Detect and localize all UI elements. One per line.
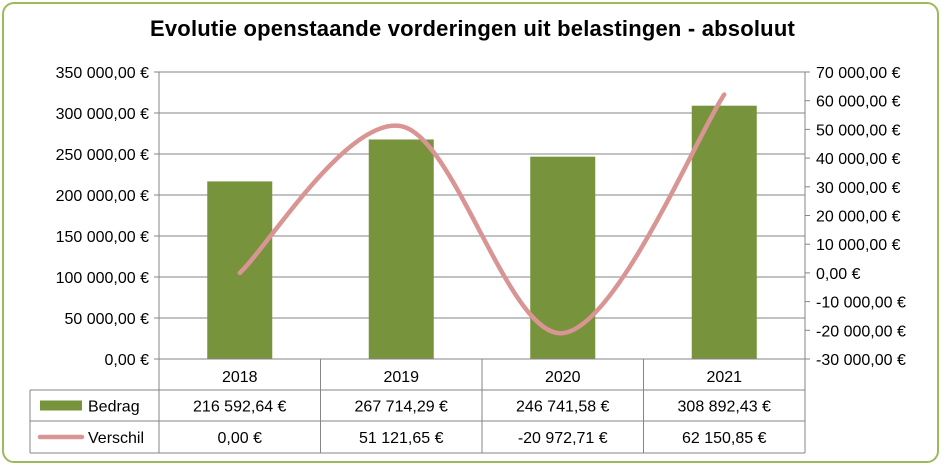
left-tick-label: 50 000,00 € <box>64 311 149 328</box>
table-value: 246 741,58 € <box>516 399 610 416</box>
right-tick-label: 40 000,00 € <box>816 151 901 168</box>
left-tick-label: 200 000,00 € <box>56 188 150 205</box>
right-tick-label: 20 000,00 € <box>816 209 901 226</box>
axes <box>154 71 810 360</box>
chart-frame <box>2 2 939 463</box>
left-tick-label: 0,00 € <box>105 352 150 369</box>
bar <box>530 156 596 359</box>
bar-series <box>207 105 757 359</box>
category-label: 2021 <box>706 369 742 386</box>
verschil-line <box>237 92 727 336</box>
category-label: 2018 <box>222 369 258 386</box>
chart-title: Evolutie openstaande vorderingen uit bel… <box>150 16 795 41</box>
right-tick-label: 70 000,00 € <box>816 65 901 82</box>
line-series <box>237 92 727 336</box>
left-tick-label: 250 000,00 € <box>56 147 150 164</box>
bar <box>691 105 757 359</box>
left-tick-label: 150 000,00 € <box>56 229 150 246</box>
right-tick-label: 10 000,00 € <box>816 237 901 254</box>
table-value: 267 714,29 € <box>355 399 449 416</box>
table-value: -20 972,71 € <box>518 430 608 447</box>
legend-label-bedrag: Bedrag <box>88 399 140 416</box>
category-label: 2020 <box>545 369 581 386</box>
left-tick-label: 300 000,00 € <box>56 106 150 123</box>
table-value: 216 592,64 € <box>193 399 287 416</box>
right-axis-ticks: -30 000,00 € -20 000,00 € -10 000,00 € 0,00… <box>816 65 906 369</box>
right-tick-label: 30 000,00 € <box>816 180 901 197</box>
right-tick-label: 60 000,00 € <box>816 94 901 111</box>
legend-label-verschil: Verschil <box>88 430 144 447</box>
table-value: 308 892,43 € <box>678 399 772 416</box>
legend-key-bedrag <box>40 400 82 411</box>
category-label: 2019 <box>383 369 419 386</box>
bar <box>368 139 434 359</box>
left-tick-label: 100 000,00 € <box>56 270 150 287</box>
right-tick-label: 0,00 € <box>816 266 861 283</box>
right-tick-label: 50 000,00 € <box>816 122 901 139</box>
right-tick-label: -20 000,00 € <box>816 323 906 340</box>
data-table: 2018 2019 2020 2021 Bedrag Verschil 216 592,64… <box>29 358 806 454</box>
left-tick-label: 350 000,00 € <box>56 65 150 82</box>
table-value: 0,00 € <box>218 430 263 447</box>
table-value: 62 150,85 € <box>682 430 767 447</box>
right-tick-label: -30 000,00 € <box>816 352 906 369</box>
right-tick-label: -10 000,00 € <box>816 295 906 312</box>
table-value: 51 121,65 € <box>359 430 444 447</box>
left-axis-ticks: 0,00 € 50 000,00 € 100 000,00 € 150 000,00 … <box>56 65 150 369</box>
